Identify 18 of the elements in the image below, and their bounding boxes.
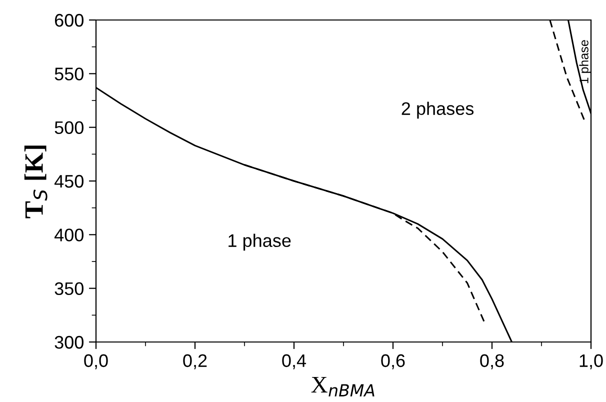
annotation: 2 phases xyxy=(402,102,474,119)
y-tick-label: 300 xyxy=(54,336,84,349)
annotation: 1 phase xyxy=(228,234,291,251)
y-tick-label: 550 xyxy=(54,68,84,80)
y-tick-label: 350 xyxy=(54,282,84,296)
line-series xyxy=(244,164,486,324)
x-tick-label: 0,8 xyxy=(480,354,504,370)
y-tick-label: 500 xyxy=(54,121,84,134)
x-tick-label: 0,4 xyxy=(282,354,306,370)
y-axis-title: T$_{S}$ [K] xyxy=(24,146,48,218)
y-tick-label: 450 xyxy=(54,174,84,188)
y-tick-label: 600 xyxy=(54,14,84,27)
x-tick-label: 0,6 xyxy=(381,354,405,370)
x-tick-label: 0,2 xyxy=(183,354,207,370)
x-tick-label: 1,0 xyxy=(580,354,603,370)
y-tick-label: 400 xyxy=(54,228,84,242)
x-tick-label: 0,0 xyxy=(84,354,108,370)
x-axis-title: X$_{nBMA}$ xyxy=(311,376,374,396)
